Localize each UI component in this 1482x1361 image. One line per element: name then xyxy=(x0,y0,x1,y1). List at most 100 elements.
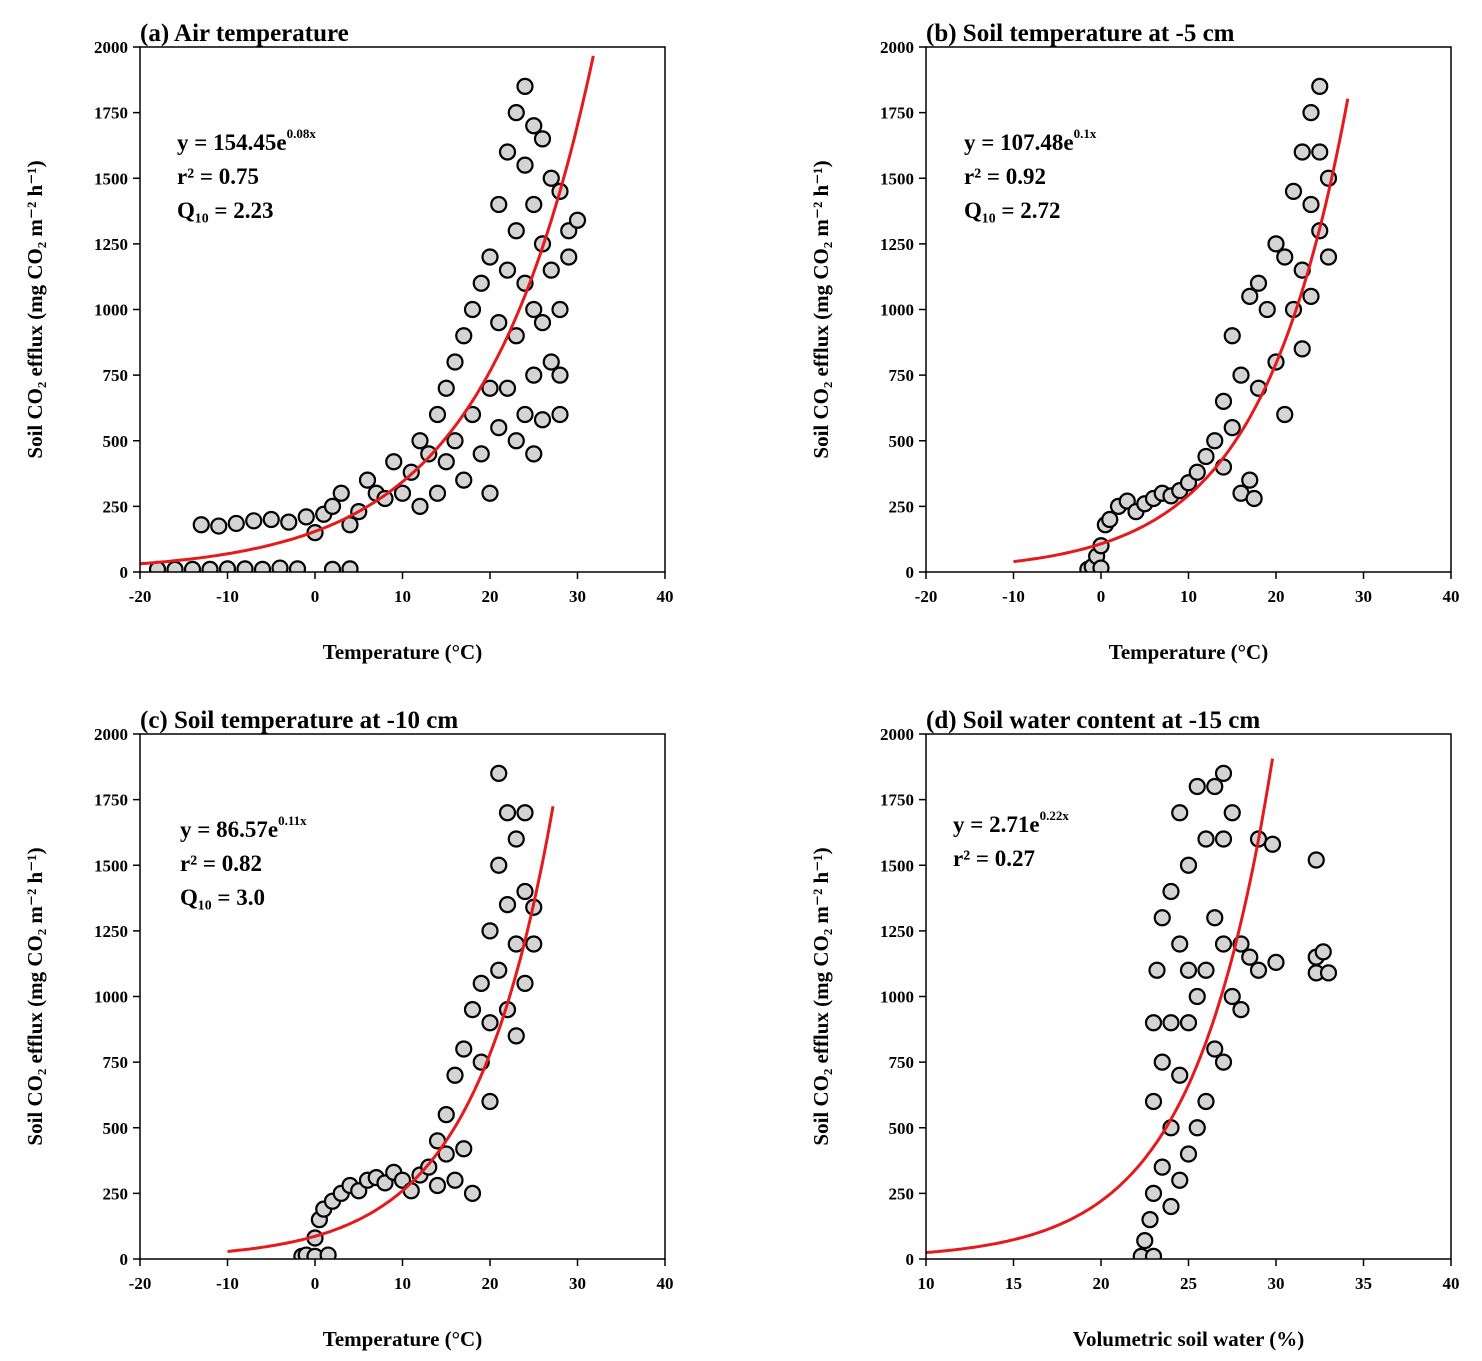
data-point xyxy=(420,1158,438,1176)
data-point xyxy=(1311,77,1329,95)
data-point xyxy=(446,432,464,450)
data-point xyxy=(533,130,552,148)
data-point xyxy=(446,1066,464,1084)
data-point xyxy=(1197,1092,1215,1111)
y-tick-label: 0 xyxy=(906,1250,915,1269)
data-point xyxy=(507,830,525,848)
data-point xyxy=(1171,1171,1189,1189)
y-tick-label: 1500 xyxy=(880,856,914,875)
data-point xyxy=(516,77,534,95)
data-point xyxy=(1188,987,1206,1006)
data-point xyxy=(1267,953,1285,971)
data-point xyxy=(1249,961,1268,979)
y-tick-label: 750 xyxy=(889,1053,915,1072)
fit-equation: y = 2.71e0.22x xyxy=(953,808,1069,837)
y-tick-label: 500 xyxy=(889,432,915,451)
data-point xyxy=(253,560,272,572)
data-point xyxy=(507,104,525,122)
data-point xyxy=(463,300,482,319)
data-point xyxy=(490,419,508,437)
y-tick-label: 1250 xyxy=(94,922,128,941)
data-point xyxy=(428,484,447,502)
y-axis-label: Soil CO₂ efflux (mg CO₂ m⁻² h⁻¹) xyxy=(23,160,47,458)
x-tick-label: 30 xyxy=(1355,587,1372,606)
y-tick-label: 1250 xyxy=(94,235,128,254)
data-point xyxy=(1141,1211,1159,1229)
data-point xyxy=(1206,1040,1224,1058)
data-point xyxy=(533,411,552,429)
x-tick-label: -20 xyxy=(915,587,938,606)
data-point xyxy=(455,1040,473,1058)
data-point xyxy=(227,514,245,533)
y-tick-label: 1250 xyxy=(880,922,914,941)
x-tick-label: -10 xyxy=(1002,587,1025,606)
data-point xyxy=(1179,961,1198,979)
data-point xyxy=(542,261,560,279)
data-point xyxy=(1144,1092,1163,1111)
data-point xyxy=(1162,882,1180,901)
equation-exponent: 0.22x xyxy=(1040,808,1070,823)
y-tick-label: 1500 xyxy=(880,169,914,188)
scatter-points xyxy=(1079,77,1338,572)
data-point xyxy=(525,935,543,953)
data-point xyxy=(218,560,237,572)
x-tick-label: -10 xyxy=(216,587,239,606)
panel-b: (b) Soil temperature at -5 cm -20 -10 0 10 20… xyxy=(809,20,1460,664)
data-point xyxy=(525,117,543,135)
data-point xyxy=(1179,856,1198,874)
data-point xyxy=(428,1176,447,1195)
data-point xyxy=(1311,143,1329,161)
data-point xyxy=(166,560,184,572)
data-point xyxy=(262,510,280,529)
data-point xyxy=(1188,1119,1206,1137)
data-point xyxy=(1214,830,1233,848)
data-point xyxy=(1153,1158,1171,1176)
data-point xyxy=(446,1171,464,1189)
data-point xyxy=(463,1001,482,1019)
data-point xyxy=(358,471,377,489)
q10-value: Q₁₀ = 3.0 xyxy=(180,885,265,910)
data-point xyxy=(1241,948,1259,966)
data-point xyxy=(1179,1145,1198,1163)
data-point xyxy=(1302,104,1320,122)
data-point xyxy=(437,1145,455,1163)
x-tick-label: -20 xyxy=(129,587,152,606)
data-point xyxy=(1148,961,1166,979)
data-point xyxy=(507,432,525,450)
x-tick-label: 20 xyxy=(1268,587,1285,606)
data-point xyxy=(297,508,315,526)
panel-d: (d) Soil water content at -15 cm 10 15 20 25… xyxy=(809,707,1460,1351)
equation-base: y = 107.48e xyxy=(964,130,1074,155)
y-tick-label: 0 xyxy=(120,1250,129,1269)
data-point xyxy=(551,405,569,424)
y-tick-label: 1500 xyxy=(94,169,128,188)
data-point xyxy=(463,1184,482,1202)
y-tick-label: 2000 xyxy=(880,725,914,744)
data-point xyxy=(507,222,525,240)
y-axis-label: Soil CO₂ efflux (mg CO₂ m⁻² h⁻¹) xyxy=(23,847,47,1145)
data-point xyxy=(1232,366,1250,384)
equation-exponent: 0.1x xyxy=(1074,126,1097,141)
x-tick-label: 25 xyxy=(1180,1274,1197,1293)
data-point xyxy=(1171,804,1189,822)
x-axis-label: Temperature (°C) xyxy=(323,1327,482,1351)
y-tick-label: 1000 xyxy=(880,988,914,1007)
data-point xyxy=(490,195,508,214)
data-point xyxy=(1214,935,1233,953)
data-point xyxy=(437,453,455,471)
data-point xyxy=(525,445,543,463)
data-point xyxy=(1302,287,1320,305)
data-point xyxy=(481,484,499,502)
data-point xyxy=(481,248,499,266)
data-point xyxy=(481,1092,499,1111)
data-point xyxy=(1307,851,1325,869)
y-tick-label: 1750 xyxy=(94,791,128,810)
data-point xyxy=(1214,1053,1233,1071)
data-point xyxy=(201,560,219,572)
data-point xyxy=(1179,1014,1198,1032)
scatter-points xyxy=(1132,764,1338,1259)
y-tick-label: 0 xyxy=(906,563,915,582)
equation-base: y = 86.57e xyxy=(180,817,278,842)
data-point xyxy=(490,764,508,782)
data-point xyxy=(568,211,587,229)
